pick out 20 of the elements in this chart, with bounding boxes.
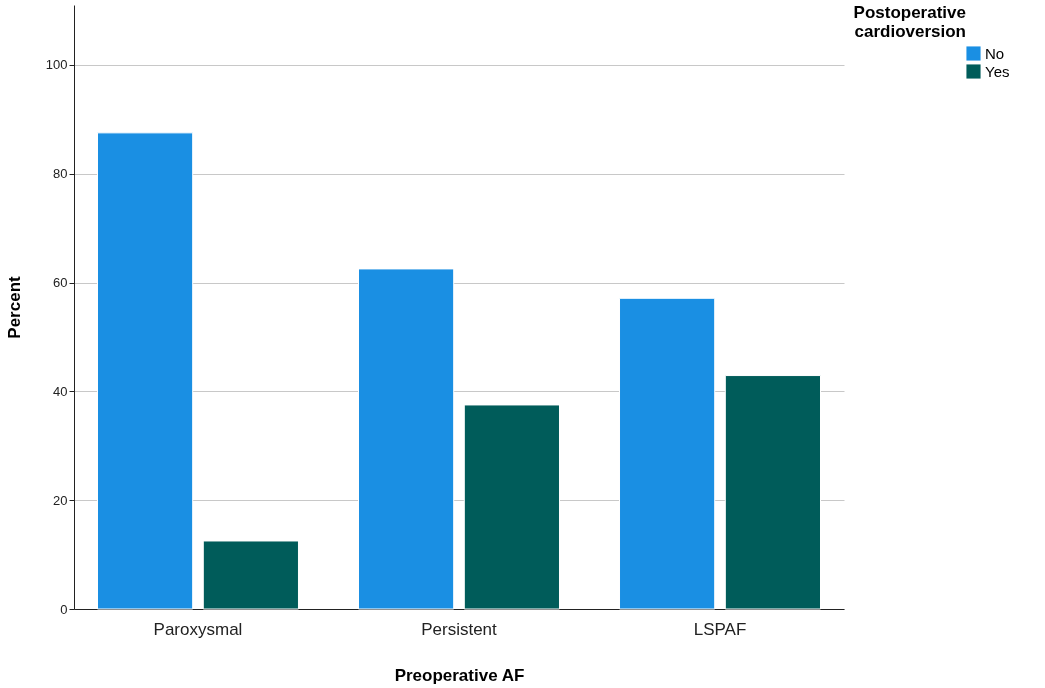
x-tick-label: Paroxysmal [153, 619, 243, 639]
y-tick-label: 0 [60, 601, 68, 617]
bar [619, 297, 716, 610]
x-tick-label: Persistent [421, 619, 498, 639]
bar [724, 375, 822, 610]
bar [463, 404, 560, 610]
y-tick-label: 60 [53, 275, 68, 291]
legend-label: Yes [985, 62, 1010, 80]
y-tick-label: 20 [53, 492, 68, 508]
y-tick-label: 80 [53, 166, 68, 182]
x-tick-label: LSPAF [693, 619, 747, 639]
legend-title: Postoperative cardioversion [853, 3, 966, 41]
legend-label: No [985, 44, 1005, 62]
y-axis-title: Percent [4, 275, 24, 339]
x-axis-title: Preoperative AF [394, 665, 525, 685]
bar [358, 268, 455, 610]
bar [202, 540, 299, 610]
y-tick-label: 40 [53, 383, 68, 399]
y-tick-label: 100 [45, 57, 68, 73]
bar [96, 132, 194, 610]
